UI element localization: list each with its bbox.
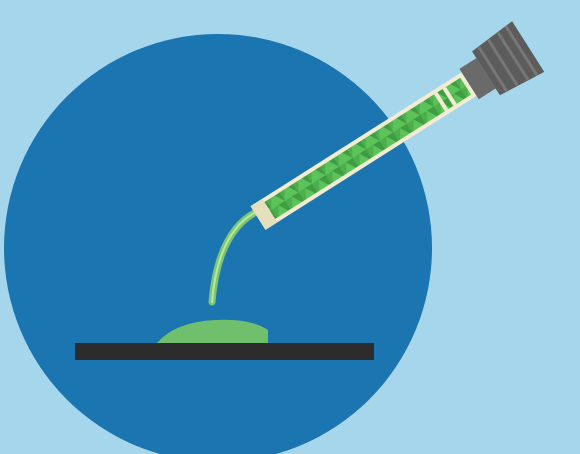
mixer-nozzle	[250, 21, 545, 230]
glue-blob	[157, 319, 268, 343]
tube-end	[250, 198, 278, 230]
surface-bar	[75, 343, 374, 360]
cap-base	[459, 58, 496, 100]
circle	[4, 34, 432, 454]
tube-mixer	[256, 77, 472, 225]
nozzle-tip-highlight	[211, 211, 257, 303]
tube-ring	[434, 92, 449, 112]
cap-ridges	[477, 25, 539, 92]
tube-ring	[442, 86, 457, 106]
